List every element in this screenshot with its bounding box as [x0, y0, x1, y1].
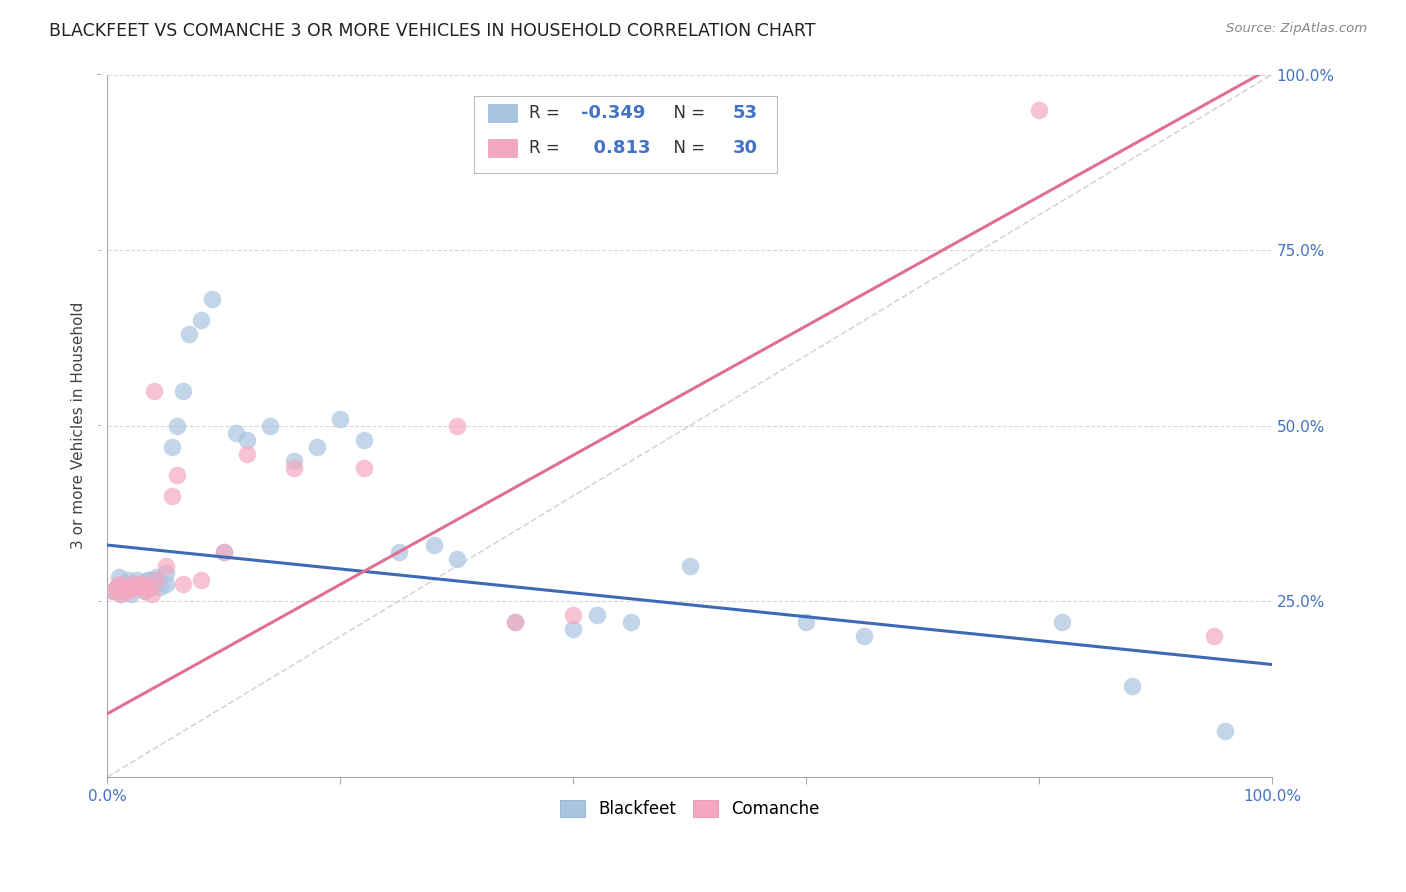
- Point: [120, 580, 142, 594]
- Point: [108, 570, 131, 584]
- Legend: Blackfeet, Comanche: Blackfeet, Comanche: [553, 793, 827, 825]
- Point: [145, 570, 167, 584]
- Point: [794, 615, 817, 630]
- Point: [131, 576, 153, 591]
- Point: [125, 573, 148, 587]
- Text: -0.349: -0.349: [582, 104, 645, 122]
- Point: [172, 384, 194, 398]
- Point: [1213, 724, 1236, 739]
- FancyBboxPatch shape: [488, 139, 517, 157]
- Point: [1028, 103, 1050, 117]
- Point: [134, 583, 156, 598]
- Text: 30: 30: [733, 139, 758, 157]
- Text: N =: N =: [662, 104, 710, 122]
- Point: [166, 467, 188, 482]
- Point: [1121, 679, 1143, 693]
- Point: [562, 608, 585, 623]
- Point: [201, 293, 224, 307]
- Point: [145, 573, 167, 587]
- Point: [117, 573, 139, 587]
- FancyBboxPatch shape: [474, 95, 778, 173]
- Point: [190, 313, 212, 327]
- Point: [125, 576, 148, 591]
- Point: [120, 587, 142, 601]
- Point: [155, 576, 177, 591]
- Point: [585, 608, 607, 623]
- Point: [160, 489, 183, 503]
- Point: [149, 580, 172, 594]
- Point: [131, 580, 153, 594]
- Text: R =: R =: [529, 104, 565, 122]
- Point: [1052, 615, 1074, 630]
- Point: [122, 580, 145, 594]
- Point: [143, 384, 166, 398]
- Point: [117, 583, 139, 598]
- Point: [131, 576, 153, 591]
- Point: [212, 545, 235, 559]
- Point: [212, 545, 235, 559]
- Text: N =: N =: [662, 139, 710, 157]
- Point: [103, 583, 125, 598]
- Text: BLACKFEET VS COMANCHE 3 OR MORE VEHICLES IN HOUSEHOLD CORRELATION CHART: BLACKFEET VS COMANCHE 3 OR MORE VEHICLES…: [49, 22, 815, 40]
- Y-axis label: 3 or more Vehicles in Household: 3 or more Vehicles in Household: [72, 302, 86, 549]
- Point: [679, 559, 702, 574]
- Point: [155, 566, 177, 581]
- Text: 53: 53: [733, 104, 758, 122]
- Point: [446, 552, 468, 566]
- FancyBboxPatch shape: [488, 104, 517, 122]
- Point: [307, 440, 329, 454]
- Point: [125, 580, 148, 594]
- Point: [136, 580, 159, 594]
- Point: [155, 559, 177, 574]
- Point: [446, 418, 468, 433]
- Text: R =: R =: [529, 139, 565, 157]
- Point: [853, 629, 876, 643]
- Point: [422, 538, 444, 552]
- Text: Source: ZipAtlas.com: Source: ZipAtlas.com: [1226, 22, 1367, 36]
- Point: [177, 327, 200, 342]
- Text: 0.813: 0.813: [582, 139, 651, 157]
- Point: [114, 580, 136, 594]
- Point: [143, 573, 166, 587]
- Point: [105, 580, 128, 594]
- Point: [190, 573, 212, 587]
- Point: [129, 580, 152, 594]
- Point: [136, 573, 159, 587]
- Point: [353, 433, 375, 447]
- Point: [129, 576, 152, 591]
- Point: [141, 587, 163, 601]
- Point: [503, 615, 526, 630]
- Point: [103, 583, 125, 598]
- Point: [110, 587, 132, 601]
- Point: [1202, 629, 1225, 643]
- Point: [114, 580, 136, 594]
- Point: [387, 545, 409, 559]
- Point: [105, 580, 128, 594]
- Point: [108, 576, 131, 591]
- Point: [236, 433, 259, 447]
- Point: [122, 580, 145, 594]
- Point: [160, 440, 183, 454]
- Point: [353, 460, 375, 475]
- Point: [143, 576, 166, 591]
- Point: [283, 454, 305, 468]
- Point: [259, 418, 281, 433]
- Point: [114, 576, 136, 591]
- Point: [225, 425, 247, 440]
- Point: [166, 418, 188, 433]
- Point: [136, 573, 159, 587]
- Point: [172, 576, 194, 591]
- Point: [236, 447, 259, 461]
- Point: [120, 576, 142, 591]
- Point: [108, 580, 131, 594]
- Point: [503, 615, 526, 630]
- Point: [283, 460, 305, 475]
- Point: [620, 615, 643, 630]
- Point: [562, 623, 585, 637]
- Point: [141, 580, 163, 594]
- Point: [134, 583, 156, 598]
- Point: [110, 587, 132, 601]
- Point: [329, 411, 352, 425]
